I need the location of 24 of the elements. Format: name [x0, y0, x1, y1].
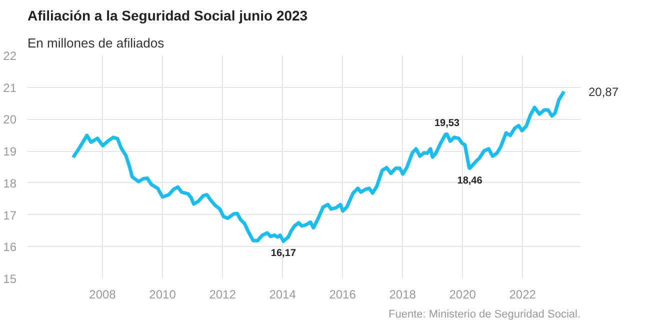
source-note: Fuente: Ministerio de Seguridad Social.	[388, 308, 581, 320]
y-tick-label: 18	[3, 176, 17, 190]
y-tick-label: 20	[3, 112, 17, 127]
x-tick-label: 2012	[209, 288, 236, 302]
x-tick-label: 2020	[449, 288, 476, 302]
x-tick-label: 2022	[509, 288, 536, 302]
annotation: 20,87	[588, 85, 619, 99]
annotation: 18,46	[457, 175, 483, 186]
y-tick-label: 16	[3, 240, 17, 254]
y-tick-label: 21	[3, 80, 17, 95]
annotation: 16,17	[270, 248, 296, 260]
line-series	[71, 90, 566, 243]
chart-subtitle: En millones de afiliados	[28, 36, 165, 50]
x-tick-label: 2010	[149, 288, 176, 302]
y-tick-label: 19	[3, 144, 17, 159]
x-tick-label: 2016	[329, 288, 356, 302]
chart-title: Afiliación a la Seguridad Social junio 2023	[28, 8, 308, 24]
y-tick-label: 17	[3, 208, 17, 222]
annotation: 19,53	[434, 118, 460, 130]
y-tick-label: 22	[3, 49, 17, 63]
x-tick-label: 2008	[89, 288, 116, 302]
y-tick-label: 15	[3, 272, 17, 286]
x-tick-label: 2018	[389, 288, 416, 302]
x-tick-label: 2014	[269, 288, 296, 302]
